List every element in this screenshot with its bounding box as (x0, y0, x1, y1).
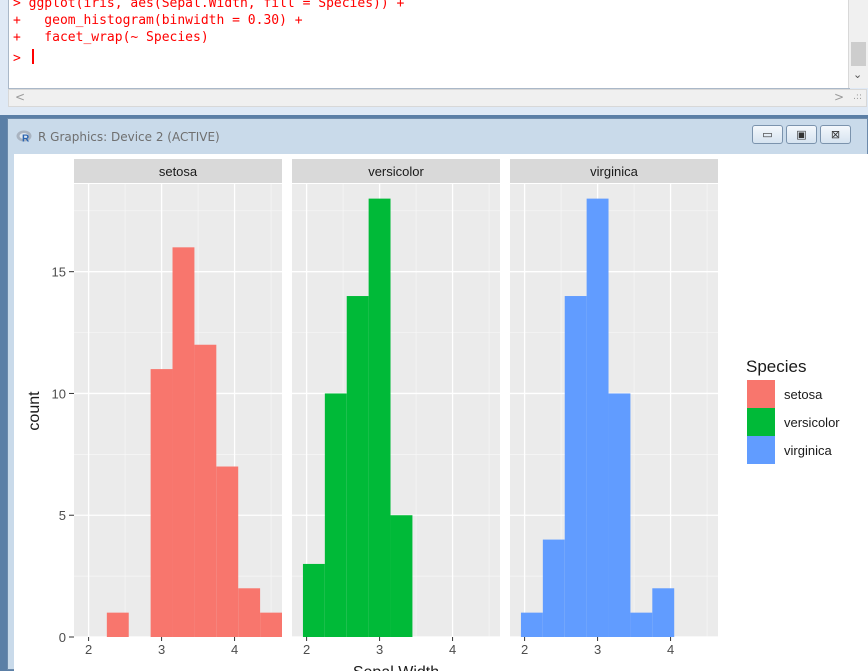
console-line: + facet_wrap(~ Species) (13, 30, 209, 45)
x-tick-label: 2 (303, 642, 310, 657)
histogram-bar (368, 198, 391, 637)
vertical-scrollbar[interactable]: ⌄ (848, 0, 868, 88)
close-button[interactable]: ⊠ (820, 125, 851, 144)
legend-key (747, 436, 775, 464)
facet-strip (74, 159, 282, 183)
svg-text:R: R (22, 134, 30, 144)
plot-area: setosa 2 3 4 versicolor 2 3 4 virginica 2 3 4 0 5 10 15… (14, 154, 868, 671)
histogram-bar (346, 296, 369, 637)
y-tick-label: 15 (52, 265, 66, 280)
x-tick-label: 4 (667, 642, 674, 657)
histogram-bar (630, 612, 653, 637)
x-tick-label: 3 (158, 642, 165, 657)
facet-label: virginica (590, 164, 638, 179)
histogram-chart: setosa 2 3 4 versicolor 2 3 4 virginica 2 3 4 0 5 10 15… (26, 159, 840, 671)
facet-strip (292, 159, 500, 183)
histogram-bar (586, 198, 609, 637)
histogram-bar (542, 539, 565, 637)
x-tick-label: 4 (231, 642, 238, 657)
histogram-bar (216, 466, 239, 637)
facet-label: setosa (159, 164, 198, 179)
console-line: > ggplot(iris, aes(Sepal.Width, fill = S… (13, 0, 405, 11)
x-axis-title: Sepal.Width (353, 664, 439, 671)
scroll-down-icon[interactable]: ⌄ (853, 68, 863, 81)
prompt-symbol: > (13, 51, 29, 66)
window-title: R Graphics: Device 2 (ACTIVE) (38, 130, 220, 144)
x-tick-label: 4 (449, 642, 456, 657)
y-tick-label: 5 (59, 508, 66, 523)
histogram-bar (564, 296, 587, 637)
minimize-button[interactable]: ▭ (752, 125, 783, 144)
x-tick-label: 3 (376, 642, 383, 657)
facet-label: versicolor (368, 164, 424, 179)
legend-label: setosa (784, 387, 823, 402)
facet-strip (510, 159, 718, 183)
x-tick-label: 3 (594, 642, 601, 657)
histogram-bar (390, 515, 413, 637)
resize-grip-icon[interactable]: .:: (853, 92, 862, 102)
console-line: + geom_histogram(binwidth = 0.30) + (13, 13, 303, 28)
histogram-bar (150, 369, 173, 637)
scroll-right-icon[interactable]: > (833, 90, 844, 104)
legend-key (747, 380, 775, 408)
window-titlebar[interactable]: R R Graphics: Device 2 (ACTIVE) ▭ ▣ ⊠ (8, 119, 867, 153)
console-output[interactable]: > ggplot(iris, aes(Sepal.Width, fill = S… (8, 0, 850, 89)
x-tick-label: 2 (85, 642, 92, 657)
horizontal-scrollbar[interactable]: < > .:: (8, 89, 867, 107)
histogram-bar (172, 247, 195, 637)
histogram-bar (194, 344, 217, 637)
histogram-bar (238, 588, 261, 637)
graphics-device-window: R R Graphics: Device 2 (ACTIVE) ▭ ▣ ⊠ se… (7, 118, 868, 671)
maximize-button[interactable]: ▣ (786, 125, 817, 144)
histogram-bar (302, 563, 325, 637)
histogram-bar (520, 612, 543, 637)
legend-label: versicolor (784, 415, 840, 430)
y-axis-title: count (26, 391, 43, 431)
histogram-bar (652, 588, 675, 637)
console-pane: > ggplot(iris, aes(Sepal.Width, fill = S… (0, 0, 868, 115)
histogram-bar (324, 393, 347, 637)
r-logo-icon: R (16, 130, 32, 143)
text-cursor (31, 49, 34, 64)
scroll-left-icon[interactable]: < (15, 90, 26, 104)
y-tick-label: 0 (59, 630, 66, 645)
histogram-bar (260, 612, 282, 637)
legend-key (747, 408, 775, 436)
y-tick-label: 10 (52, 386, 66, 401)
scrollbar-thumb[interactable] (851, 42, 866, 66)
histogram-bar (106, 612, 129, 637)
legend-title: Species (746, 357, 806, 376)
x-tick-label: 2 (521, 642, 528, 657)
legend-label: virginica (784, 443, 832, 458)
console-prompt[interactable]: > (13, 49, 34, 67)
histogram-bar (608, 393, 631, 637)
